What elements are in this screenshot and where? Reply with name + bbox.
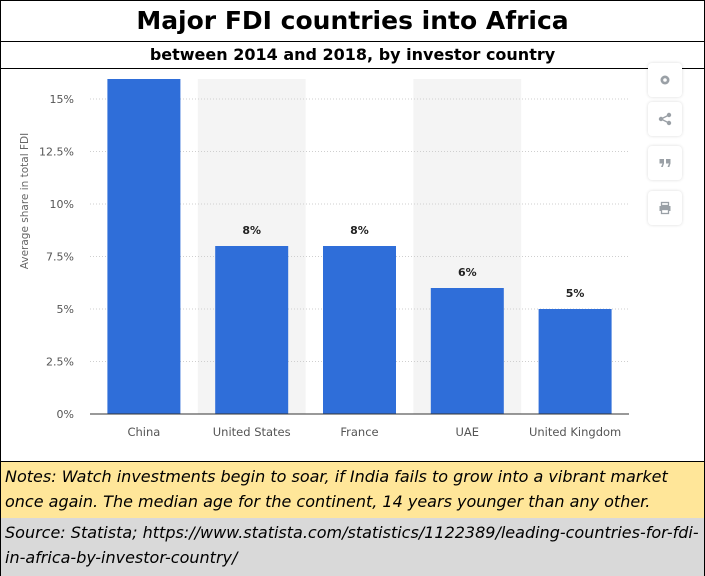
- settings-icon: [660, 75, 670, 85]
- y-axis-ticks: 0% 2.5% 5% 7.5% 10% 12.5% 15%: [39, 93, 74, 421]
- y-tick-label: 0%: [57, 408, 74, 421]
- bar: [323, 246, 396, 414]
- data-label: 6%: [458, 266, 477, 279]
- y-tick-label: 12.5%: [39, 146, 74, 159]
- y-tick-label: 2.5%: [46, 356, 74, 369]
- chart-title: Major FDI countries into Africa: [1, 1, 704, 42]
- data-label: 8%: [350, 224, 369, 237]
- share-icon: [658, 112, 672, 126]
- bar: [430, 288, 504, 414]
- quote-icon: [659, 159, 671, 167]
- x-tick-label: United Kingdom: [529, 425, 621, 439]
- y-tick-label: 5%: [57, 303, 74, 316]
- y-tick-label: 7.5%: [46, 251, 74, 264]
- bars: [107, 79, 612, 414]
- chart-area: 0% 2.5% 5% 7.5% 10% 12.5% 15% 8% 8% 6% 5% China Un…: [1, 63, 704, 460]
- bar: [107, 79, 181, 414]
- print-button[interactable]: [648, 191, 682, 225]
- x-tick-label: China: [127, 425, 160, 439]
- y-tick-label: 10%: [50, 198, 74, 211]
- chart-subtitle: between 2014 and 2018, by investor count…: [1, 42, 704, 69]
- y-axis-label: Average share in total FDI: [19, 133, 31, 269]
- bar-chart: 0% 2.5% 5% 7.5% 10% 12.5% 15% 8% 8% 6% 5% China Un…: [19, 79, 629, 439]
- data-labels: 8% 8% 6% 5%: [242, 224, 584, 300]
- citation-button[interactable]: [648, 146, 682, 180]
- x-tick-label: France: [340, 425, 378, 439]
- x-tick-label: UAE: [456, 425, 480, 439]
- print-icon: [659, 201, 671, 215]
- data-label: 5%: [566, 287, 585, 300]
- data-label: 8%: [242, 224, 261, 237]
- x-tick-label: United States: [213, 425, 291, 439]
- source-box: Source: Statista; https://www.statista.c…: [1, 518, 704, 576]
- y-tick-label: 15%: [50, 93, 74, 106]
- share-button[interactable]: [648, 102, 682, 136]
- settings-button[interactable]: [648, 63, 682, 97]
- x-axis-ticks: China United States France UAE United Kingdo…: [127, 425, 621, 439]
- bar: [215, 246, 289, 414]
- bar: [538, 309, 612, 414]
- notes-box: Notes: Watch investments begin to soar, …: [1, 461, 704, 521]
